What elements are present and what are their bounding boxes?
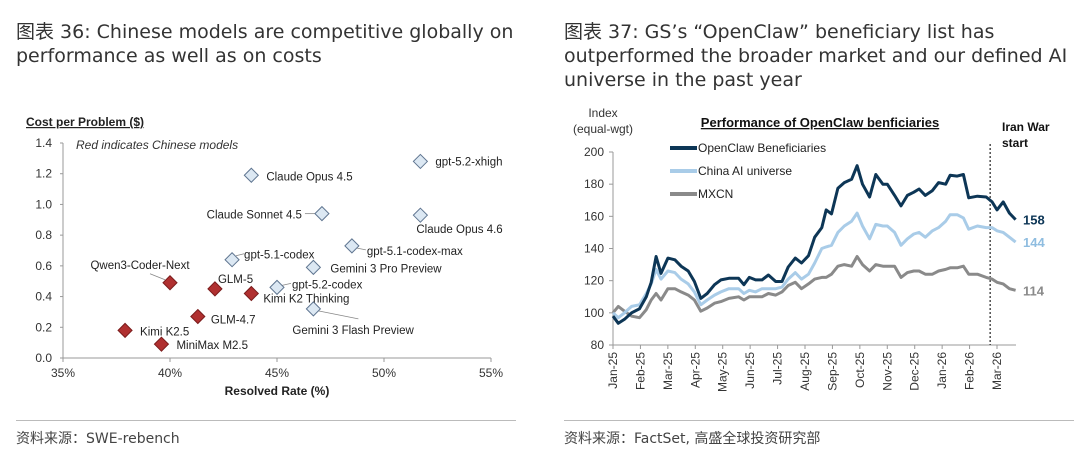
x-tick-label: Oct-25 [853, 352, 867, 388]
event-label: start [1002, 136, 1028, 150]
x-tick-label: Jul-25 [771, 352, 785, 385]
y-tick-label: 180 [584, 177, 604, 191]
leader-line [318, 310, 359, 320]
legend-label: MXCN [698, 187, 733, 201]
data-point-label: GLM-4.7 [211, 315, 256, 327]
x-tick-label: Aug-25 [798, 352, 812, 391]
data-point-diamond [314, 205, 330, 222]
data-point-diamond [153, 336, 170, 352]
data-point-label: GLM-5 [218, 274, 253, 286]
x-tick-label: Feb-25 [633, 352, 647, 390]
y-tick-label: 0.8 [35, 228, 52, 242]
data-point-label: Gemini 3 Flash Preview [292, 325, 414, 337]
data-point-diamond [162, 275, 178, 291]
right-chart-title: 图表 37: GS’s “OpenClaw” beneficiary list … [564, 21, 1068, 91]
data-point-diamond [224, 252, 240, 268]
y-tick-label: 0.6 [35, 259, 52, 273]
data-point-label: Kimi K2.5 [140, 326, 189, 338]
x-tick-label: Feb-26 [963, 352, 977, 390]
annotation: Red indicates Chinese models [76, 138, 238, 152]
x-tick-label: 55% [479, 366, 503, 380]
data-point-label: gpt-5.1-codex [244, 250, 315, 262]
x-tick-label: 50% [372, 366, 396, 380]
series-end-label: 114 [1023, 283, 1045, 298]
y-tick-label: 80 [591, 338, 605, 352]
x-tick-label: Mar-26 [990, 352, 1004, 390]
y-tick-label: 140 [584, 242, 604, 256]
data-point-label: Claude Sonnet 4.5 [207, 210, 302, 222]
data-point-label: gpt-5.2-xhigh [435, 156, 502, 168]
chart-title: Performance of OpenClaw benficiaries [701, 115, 939, 130]
y-tick-label: 0.2 [35, 320, 52, 334]
data-point-label: Claude Opus 4.6 [416, 224, 502, 236]
y-axis-title-line1: Index [588, 106, 617, 120]
y-tick-label: 100 [584, 306, 604, 320]
x-tick-label: 40% [158, 366, 182, 380]
series-end-label: 144 [1023, 235, 1045, 250]
right-source-divider [564, 420, 1074, 421]
series-line [611, 255, 1016, 320]
y-tick-label: 0.4 [35, 290, 52, 304]
x-tick-label: 35% [51, 366, 75, 380]
leader-line [235, 253, 245, 257]
data-point-label: Gemini 3 Pro Preview [330, 263, 442, 275]
series-line [611, 164, 1017, 325]
y-tick-label: 1.0 [35, 197, 52, 211]
left-source: 资料来源：SWE-rebench [16, 431, 180, 447]
leader-line [149, 273, 166, 281]
data-point-diamond [243, 285, 260, 302]
data-point-diamond [117, 322, 133, 339]
left-chart-title: 图表 36: Chinese models are competitive gl… [16, 21, 514, 67]
data-point-diamond [243, 167, 260, 183]
x-tick-label: Nov-25 [880, 352, 894, 391]
data-point-diamond [412, 207, 429, 223]
x-tick-label: Sep-25 [825, 352, 839, 391]
y-tick-label: 1.4 [35, 136, 52, 150]
left-source-divider [16, 420, 516, 421]
data-point-label: gpt-5.1-codex-max [367, 246, 463, 258]
y-axis-title: Cost per Problem ($) [26, 115, 144, 129]
y-tick-label: 160 [584, 209, 604, 223]
y-tick-label: 1.2 [35, 167, 52, 181]
x-tick-label: Mar-25 [661, 352, 675, 390]
data-point-label: Kimi K2 Thinking [263, 294, 349, 306]
x-tick-label: Jun-25 [743, 352, 757, 389]
leader-line [281, 282, 292, 286]
legend-label: China AI universe [698, 164, 792, 178]
series-line [611, 211, 1017, 320]
x-tick-label: May-25 [716, 352, 730, 392]
y-tick-label: 200 [584, 145, 604, 159]
y-tick-label: 120 [584, 274, 604, 288]
x-tick-label: Jan-25 [606, 352, 620, 389]
data-point-label: Qwen3-Coder-Next [90, 260, 190, 272]
x-tick-label: Jan-26 [935, 352, 949, 389]
x-tick-label: 45% [265, 366, 289, 380]
data-point-diamond [207, 281, 223, 297]
y-axis-title-line2: (equal-wgt) [573, 122, 633, 136]
x-axis-title: Resolved Rate (%) [225, 384, 330, 398]
data-point-diamond [305, 259, 322, 276]
data-point-diamond [412, 153, 429, 170]
data-point-label: MiniMax M2.5 [176, 340, 248, 352]
data-point-diamond [190, 308, 206, 325]
data-point-diamond [344, 238, 360, 254]
event-label: Iran War [1002, 120, 1050, 134]
leader-line [355, 247, 366, 251]
data-point-diamond [269, 279, 285, 296]
x-tick-label: Dec-25 [908, 352, 922, 391]
data-point-diamond [305, 301, 322, 317]
legend-label: OpenClaw Beneficiaries [698, 141, 826, 155]
data-point-label: Claude Opus 4.5 [266, 171, 352, 183]
series-end-label: 158 [1023, 213, 1045, 228]
data-point-label: gpt-5.2-codex [292, 279, 363, 291]
y-tick-label: 0.0 [35, 351, 52, 365]
x-tick-label: Apr-25 [688, 352, 702, 388]
right-source: 资料来源：FactSet, 高盛全球投资研究部 [564, 431, 821, 447]
